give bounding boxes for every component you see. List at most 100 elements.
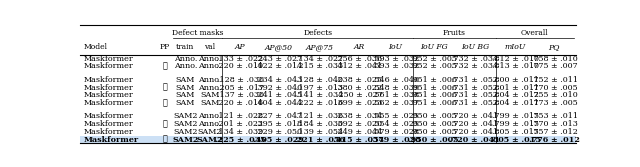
Text: .220 ± .019: .220 ± .019 [216,62,264,70]
Text: .399 ± .023: .399 ± .023 [335,99,383,107]
Text: .593 ± .032: .593 ± .032 [372,62,419,70]
Text: .579 ± .028: .579 ± .028 [370,136,420,144]
Text: .241 ± .045: .241 ± .045 [255,91,302,99]
Text: SAM2: SAM2 [173,120,198,128]
Text: .720 ± .041: .720 ± .041 [451,113,499,120]
Text: Anno.: Anno. [198,113,221,120]
Text: IoU: IoU [388,43,403,51]
Text: .227 ± .047: .227 ± .047 [255,113,302,120]
Text: Maskformer: Maskformer [83,99,133,107]
Text: .256 ± .036: .256 ± .036 [335,55,383,63]
Text: .561 ± .038: .561 ± .038 [372,91,419,99]
Text: Anno.: Anno. [198,84,221,92]
Text: SAM2: SAM2 [173,128,198,136]
Text: .804 ± .011: .804 ± .011 [492,99,539,107]
Text: .731 ± .052: .731 ± .052 [451,84,499,92]
Text: Model: Model [83,43,108,51]
Text: .950 ± .005: .950 ± .005 [410,120,457,128]
Text: .805 ± .015: .805 ± .015 [492,128,538,136]
Text: .392 ± .040: .392 ± .040 [255,84,302,92]
Text: .128 ± .040: .128 ± .040 [296,76,343,84]
Text: SAM: SAM [175,91,195,99]
Text: .554 ± .025: .554 ± .025 [372,120,419,128]
Text: .250 ± .027: .250 ± .027 [335,91,382,99]
Text: .184 ± .030: .184 ± .030 [296,120,343,128]
Text: .555 ± .025: .555 ± .025 [372,113,419,120]
Text: .137 ± .030: .137 ± .030 [216,91,264,99]
Text: Defect masks: Defect masks [172,29,223,37]
Text: .950 ± .005: .950 ± .005 [410,128,457,136]
Text: PP: PP [160,43,170,51]
Text: .770 ± .005: .770 ± .005 [531,84,577,92]
Text: Fruits: Fruits [443,29,466,37]
Text: .951 ± .006: .951 ± .006 [410,99,457,107]
Text: .757 ± .012: .757 ± .012 [531,128,577,136]
Text: SAM: SAM [175,99,195,107]
Text: .951 ± .006: .951 ± .006 [410,91,457,99]
Text: .121 ± .028: .121 ± .028 [216,113,264,120]
Text: .731 ± .052: .731 ± .052 [451,91,499,99]
Text: SAM: SAM [200,99,220,107]
Text: .800 ± .011: .800 ± .011 [492,76,538,84]
Text: ✓: ✓ [163,84,168,92]
Text: Anno.: Anno. [198,120,221,128]
Text: .249 ± .044: .249 ± .044 [335,128,383,136]
Text: .753 ± .011: .753 ± .011 [531,113,577,120]
Text: Defects: Defects [303,29,332,37]
Text: .731 ± .052: .731 ± .052 [451,99,499,107]
Text: .562 ± .037: .562 ± .037 [372,99,419,107]
Text: mIoU: mIoU [504,43,525,51]
Text: .229 ± .050: .229 ± .050 [255,128,302,136]
Text: .546 ± .040: .546 ± .040 [372,76,419,84]
Text: .205 ± .017: .205 ± .017 [216,84,264,92]
Text: .220 ± .016: .220 ± .016 [216,99,264,107]
Text: .197 ± .013: .197 ± .013 [296,84,343,92]
Text: .121 ± .036: .121 ± .036 [296,113,343,120]
Text: .134 ± .039: .134 ± .039 [216,128,264,136]
Text: Overall: Overall [521,29,548,37]
Text: ✓: ✓ [163,62,168,70]
Text: .775 ± .007: .775 ± .007 [531,62,577,70]
Text: Maskformer: Maskformer [83,62,133,70]
Text: .732 ± .034: .732 ± .034 [451,62,499,70]
Text: .720 ± .041: .720 ± .041 [451,120,499,128]
Text: val: val [204,43,216,51]
Text: IoU FG: IoU FG [420,43,447,51]
Text: .395 ± .018: .395 ± .018 [255,120,302,128]
Text: .776 ± .012: .776 ± .012 [529,136,579,144]
Text: AP@50: AP@50 [264,43,292,51]
Text: .392 ± .020: .392 ± .020 [335,120,383,128]
FancyBboxPatch shape [80,136,576,143]
Text: .755 ± .010: .755 ± .010 [531,91,577,99]
Text: .732 ± .034: .732 ± .034 [451,55,499,63]
Text: AR: AR [353,43,365,51]
Text: Maskformer: Maskformer [83,128,133,136]
Text: .951 ± .006: .951 ± .006 [410,84,457,92]
Text: Maskformer: Maskformer [83,113,133,120]
Text: .804 ± .012: .804 ± .012 [492,91,539,99]
Text: .731 ± .052: .731 ± .052 [451,76,499,84]
Text: .128 ± .030: .128 ± .030 [216,76,264,84]
Text: .593 ± .032: .593 ± .032 [372,55,419,63]
Text: SAM: SAM [175,76,195,84]
Text: IoU BG: IoU BG [461,43,489,51]
Text: .801 ± .011: .801 ± .011 [492,84,539,92]
Text: Maskformer: Maskformer [83,120,133,128]
Text: .422 ± .014: .422 ± .014 [255,62,302,70]
Text: .548 ± .039: .548 ± .039 [372,84,419,92]
Text: SAM2: SAM2 [196,136,223,144]
Text: .412 ± .041: .412 ± .041 [335,62,383,70]
Text: .225 ± .035: .225 ± .035 [215,136,266,144]
Text: .243 ± .027: .243 ± .027 [255,55,302,63]
Text: Anno.: Anno. [198,62,221,70]
Text: .770 ± .013: .770 ± .013 [531,120,577,128]
Text: ✓: ✓ [163,136,168,144]
Text: Maskformer: Maskformer [83,136,139,144]
Text: Maskformer: Maskformer [83,84,133,92]
Text: .404 ± .044: .404 ± .044 [255,99,302,107]
Text: .415 ± .034: .415 ± .034 [333,136,385,144]
Text: .805 ± .015: .805 ± .015 [490,136,541,144]
Text: PQ: PQ [548,43,560,51]
Text: Anno.: Anno. [173,55,197,63]
Text: .139 ± .054: .139 ± .054 [296,128,343,136]
